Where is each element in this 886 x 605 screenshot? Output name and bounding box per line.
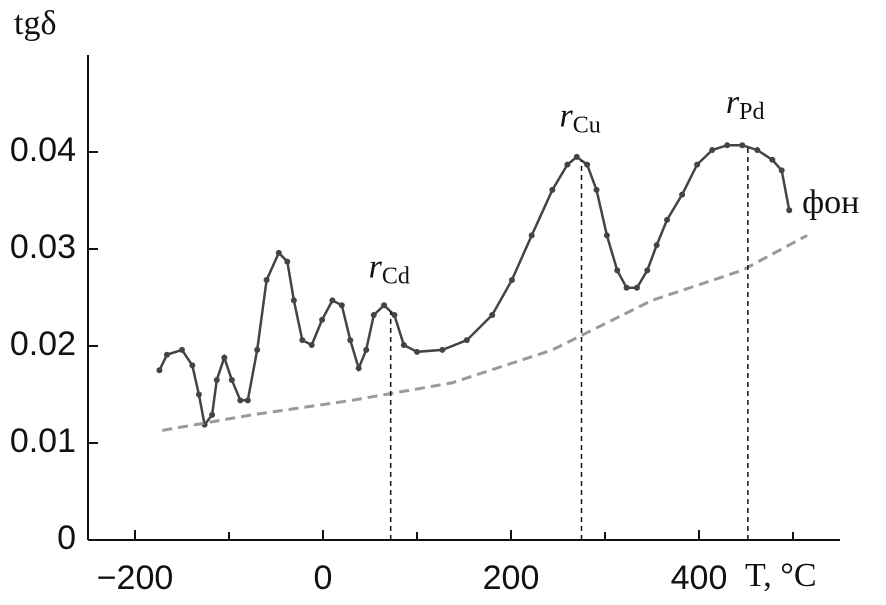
marker-label-sub: Pd bbox=[739, 99, 764, 125]
data-point bbox=[381, 302, 388, 309]
marker-label-main: r bbox=[726, 84, 740, 121]
data-point bbox=[754, 147, 761, 154]
data-point bbox=[463, 337, 470, 344]
data-point bbox=[189, 362, 196, 369]
data-point bbox=[508, 277, 515, 284]
data-point bbox=[338, 302, 345, 309]
marker-label-sub: Cu bbox=[573, 112, 601, 138]
data-point bbox=[347, 337, 354, 344]
marker-label-main: r bbox=[560, 97, 574, 134]
data-point bbox=[564, 161, 571, 168]
data-point bbox=[528, 232, 535, 239]
data-point bbox=[679, 191, 686, 198]
data-point bbox=[653, 242, 660, 249]
x-tick-label: 0 bbox=[314, 559, 333, 597]
data-point bbox=[244, 397, 251, 404]
data-point bbox=[614, 267, 621, 274]
data-point bbox=[284, 258, 291, 265]
data-point bbox=[584, 161, 591, 168]
y-axis-label: tgδ bbox=[14, 5, 56, 42]
marker-label-main: r bbox=[369, 248, 383, 285]
data-point bbox=[290, 297, 297, 304]
data-point bbox=[308, 342, 315, 349]
data-point bbox=[195, 391, 202, 398]
data-point bbox=[694, 161, 701, 168]
data-point bbox=[179, 346, 185, 353]
marker-label-sub: Cd bbox=[382, 263, 410, 289]
y-tick-label: 0 bbox=[57, 519, 76, 557]
data-point bbox=[573, 153, 580, 160]
data-point bbox=[329, 297, 336, 304]
x-axis-label: T, °C bbox=[745, 557, 817, 594]
marker-label: rPd bbox=[726, 84, 765, 125]
y-tick-label: 0.02 bbox=[10, 325, 76, 363]
data-point bbox=[778, 167, 785, 174]
data-point bbox=[603, 232, 610, 239]
series-label: фон bbox=[802, 184, 859, 221]
data-point bbox=[163, 351, 170, 358]
y-tick-label: 0.04 bbox=[10, 131, 76, 169]
data-point bbox=[254, 346, 261, 353]
data-point bbox=[156, 367, 163, 374]
marker-label: rCd bbox=[369, 248, 410, 289]
y-tick-label: 0.01 bbox=[10, 422, 76, 460]
data-point bbox=[489, 311, 496, 318]
x-tick-label: −200 bbox=[97, 559, 174, 597]
data-point bbox=[299, 337, 306, 344]
y-tick-label: 0.03 bbox=[10, 228, 76, 266]
data-point bbox=[786, 207, 793, 214]
data-point bbox=[391, 311, 398, 318]
x-tick-label: 200 bbox=[483, 559, 540, 597]
data-point bbox=[769, 156, 776, 163]
data-point bbox=[400, 342, 407, 349]
data-point bbox=[275, 249, 282, 256]
data-point bbox=[644, 267, 651, 274]
data-point bbox=[633, 284, 640, 291]
data-point bbox=[209, 411, 216, 418]
data-point bbox=[593, 186, 600, 193]
data-point bbox=[439, 346, 446, 353]
data-point bbox=[664, 216, 671, 223]
data-point bbox=[709, 147, 716, 154]
data-point bbox=[319, 316, 326, 323]
data-point bbox=[370, 311, 377, 318]
data-point bbox=[228, 376, 235, 383]
data-point bbox=[237, 397, 244, 404]
data-point bbox=[623, 284, 630, 291]
data-point bbox=[363, 346, 370, 353]
data-point bbox=[221, 354, 228, 361]
data-point bbox=[213, 376, 220, 383]
marker-label: rCu bbox=[560, 97, 601, 138]
data-point bbox=[739, 142, 746, 149]
data-point bbox=[724, 142, 731, 149]
series-line bbox=[158, 143, 791, 428]
data-point bbox=[355, 365, 362, 372]
data-point bbox=[414, 348, 420, 355]
data-point bbox=[549, 186, 556, 193]
x-tick-label: 400 bbox=[671, 559, 728, 597]
data-point bbox=[263, 277, 270, 284]
